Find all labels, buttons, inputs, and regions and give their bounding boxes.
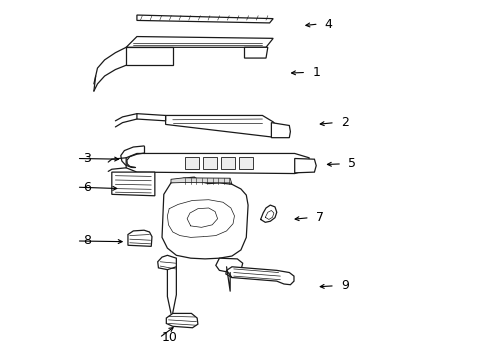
Text: 10: 10 — [161, 331, 177, 344]
Polygon shape — [271, 123, 290, 138]
Polygon shape — [171, 178, 231, 184]
Polygon shape — [221, 157, 234, 169]
Polygon shape — [294, 158, 316, 173]
Text: 7: 7 — [315, 211, 323, 224]
Polygon shape — [225, 267, 293, 285]
Polygon shape — [165, 116, 280, 137]
Text: 3: 3 — [82, 152, 90, 165]
Text: 2: 2 — [340, 116, 348, 129]
Polygon shape — [112, 172, 155, 196]
Polygon shape — [185, 157, 199, 169]
Text: 1: 1 — [312, 66, 320, 79]
Text: 4: 4 — [324, 18, 332, 31]
Polygon shape — [158, 255, 176, 270]
Polygon shape — [162, 177, 247, 259]
Polygon shape — [215, 258, 242, 273]
Polygon shape — [137, 15, 273, 23]
Text: 9: 9 — [340, 279, 348, 292]
Text: 6: 6 — [82, 181, 90, 194]
Polygon shape — [126, 153, 308, 174]
Polygon shape — [166, 314, 198, 328]
Polygon shape — [126, 47, 172, 65]
Polygon shape — [244, 47, 267, 58]
Polygon shape — [239, 157, 252, 169]
Text: 5: 5 — [347, 157, 355, 170]
Polygon shape — [126, 37, 273, 47]
Polygon shape — [128, 230, 152, 246]
Polygon shape — [137, 114, 165, 121]
Text: 8: 8 — [82, 234, 91, 247]
Polygon shape — [203, 157, 217, 169]
